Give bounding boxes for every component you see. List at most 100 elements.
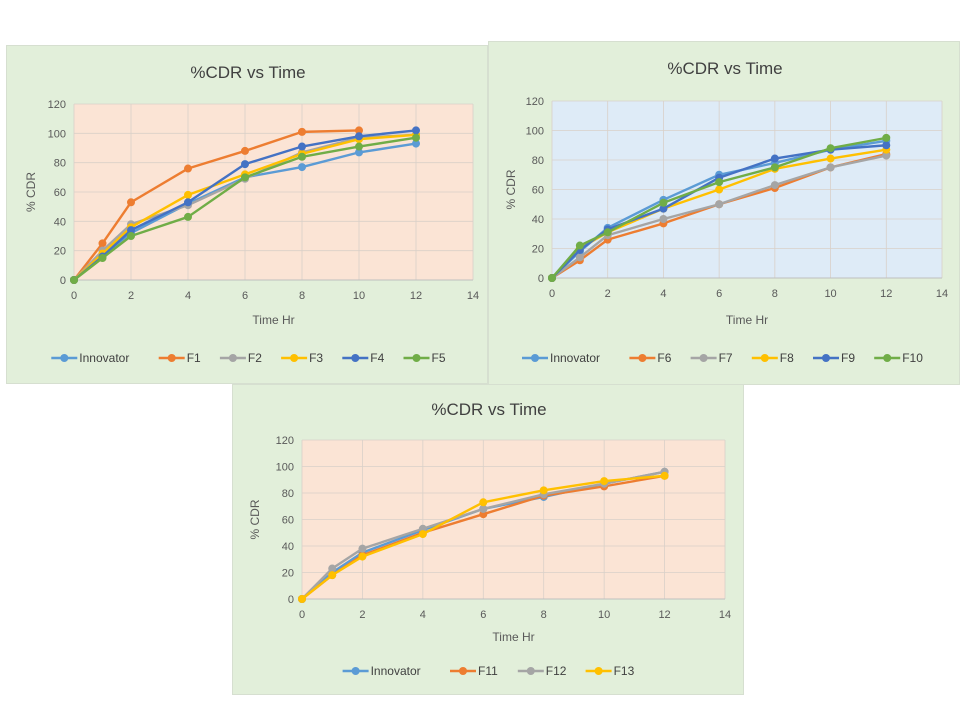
y-tick-label: 20 <box>54 246 66 258</box>
data-point-innovator <box>298 163 306 172</box>
data-point-f10 <box>770 163 779 172</box>
data-point-f10 <box>826 144 835 153</box>
data-point-f9 <box>659 204 668 213</box>
legend-swatch-marker <box>526 667 535 675</box>
y-tick-label: 40 <box>532 214 544 226</box>
legend-swatch-marker <box>594 667 603 675</box>
legend-swatch-marker <box>290 354 299 362</box>
chart-title: %CDR vs Time <box>190 63 305 82</box>
legend-item-f2: F2 <box>219 351 262 365</box>
data-point-f13 <box>539 486 548 495</box>
y-tick-label: 120 <box>526 96 544 108</box>
legend-label: F1 <box>187 351 201 365</box>
data-point-f8 <box>715 185 724 194</box>
legend-swatch-marker <box>412 354 421 362</box>
legend-swatch-marker <box>459 667 467 675</box>
x-tick-label: 12 <box>410 290 422 302</box>
data-point-f5 <box>412 133 420 142</box>
chart-title: %CDR vs Time <box>667 59 782 78</box>
data-point-f10 <box>575 241 584 250</box>
x-tick-label: 10 <box>598 609 610 621</box>
legend-label: F10 <box>902 351 923 365</box>
data-point-f13 <box>328 571 337 580</box>
y-tick-label: 80 <box>54 158 66 170</box>
legend-item-f9: F9 <box>813 351 855 365</box>
data-point-f13 <box>660 471 669 480</box>
series-line-f10 <box>551 136 887 279</box>
data-point-f7 <box>715 200 724 209</box>
legend-item-f11: F11 <box>450 664 498 678</box>
data-point-f8 <box>826 154 835 163</box>
x-tick-label: 4 <box>185 290 191 302</box>
legend-label: Innovator <box>550 351 600 365</box>
y-tick-label: 0 <box>288 594 294 606</box>
y-tick-label: 80 <box>282 488 294 500</box>
x-tick-label: 12 <box>658 609 670 621</box>
legend-label: F13 <box>614 664 635 678</box>
y-tick-label: 60 <box>532 185 544 197</box>
data-point-f1 <box>127 198 135 207</box>
data-point-f5 <box>298 152 306 161</box>
data-point-f10 <box>715 178 724 187</box>
data-point-f7 <box>882 151 891 160</box>
data-point-f4 <box>355 132 363 141</box>
data-point-innovator <box>355 148 363 157</box>
data-point-f5 <box>70 276 78 284</box>
data-point-f13 <box>600 477 609 486</box>
data-point-f5 <box>241 173 249 182</box>
data-point-f1 <box>98 239 107 248</box>
legend-swatch-marker <box>351 354 360 362</box>
chart-panel-1: %CDR vs Time 0 20 40 60 80 100 120 0 2 4 6 8 10 12 14 Ti… <box>6 45 488 384</box>
legend-item-f1: F1 <box>158 351 201 365</box>
legend-item-f4: F4 <box>342 351 385 365</box>
y-tick-label: 20 <box>532 244 544 256</box>
data-point-f12 <box>479 504 488 513</box>
chart-title: %CDR vs Time <box>431 400 546 419</box>
y-tick-label: 20 <box>282 568 294 580</box>
legend-label: Innovator <box>79 351 129 365</box>
y-axis-label: % CDR <box>504 169 518 209</box>
y-tick-label: 40 <box>282 541 294 553</box>
series-line-f13 <box>301 474 665 600</box>
x-tick-label: 14 <box>467 290 479 302</box>
data-point-f13 <box>479 498 488 507</box>
y-axis-label: % CDR <box>248 499 262 539</box>
legend-item-f7: F7 <box>690 351 733 365</box>
data-point-f12 <box>358 544 367 553</box>
legend-swatch-marker <box>351 667 360 675</box>
y-tick-label: 100 <box>48 128 66 140</box>
series-line-f4 <box>73 129 417 281</box>
x-tick-label: 8 <box>541 609 547 621</box>
legend-label: F12 <box>546 664 567 678</box>
legend-swatch-marker <box>883 354 892 362</box>
series-line-f2 <box>73 133 417 281</box>
legend-item-f6: F6 <box>629 351 672 365</box>
legend-swatch-marker <box>760 354 769 362</box>
chart-panel-2: %CDR vs Time 0 20 40 60 80 100 120 0 2 4 6 8 10 12 14 Ti… <box>488 41 960 385</box>
x-tick-label: 12 <box>880 288 892 300</box>
data-point-f4 <box>412 126 420 135</box>
x-tick-label: 2 <box>605 288 611 300</box>
x-tick-label: 6 <box>716 288 722 300</box>
data-point-f10 <box>659 198 668 207</box>
data-point-f4 <box>184 198 192 207</box>
x-tick-label: 8 <box>299 290 305 302</box>
legend-label: F7 <box>719 351 733 365</box>
legend-label: Innovator <box>371 664 421 678</box>
data-point-f3 <box>184 190 192 199</box>
data-point-f9 <box>882 141 891 150</box>
y-tick-label: 0 <box>538 273 544 285</box>
y-tick-label: 120 <box>48 99 66 111</box>
x-tick-label: 14 <box>936 288 948 300</box>
x-tick-label: 10 <box>824 288 836 300</box>
x-tick-label: 10 <box>353 290 365 302</box>
data-point-f10 <box>882 133 891 142</box>
chart-3-svg: %CDR vs Time 0 20 40 60 80 100 120 0 2 4 6 8 10 12 14 Ti… <box>248 400 731 678</box>
legend-item-f10: F10 <box>874 351 923 365</box>
data-point-f10 <box>548 274 556 282</box>
y-tick-label: 60 <box>282 515 294 527</box>
x-tick-label: 0 <box>71 290 77 302</box>
data-point-f5 <box>98 254 107 262</box>
data-point-f12 <box>328 564 337 573</box>
y-tick-label: 0 <box>60 275 66 287</box>
